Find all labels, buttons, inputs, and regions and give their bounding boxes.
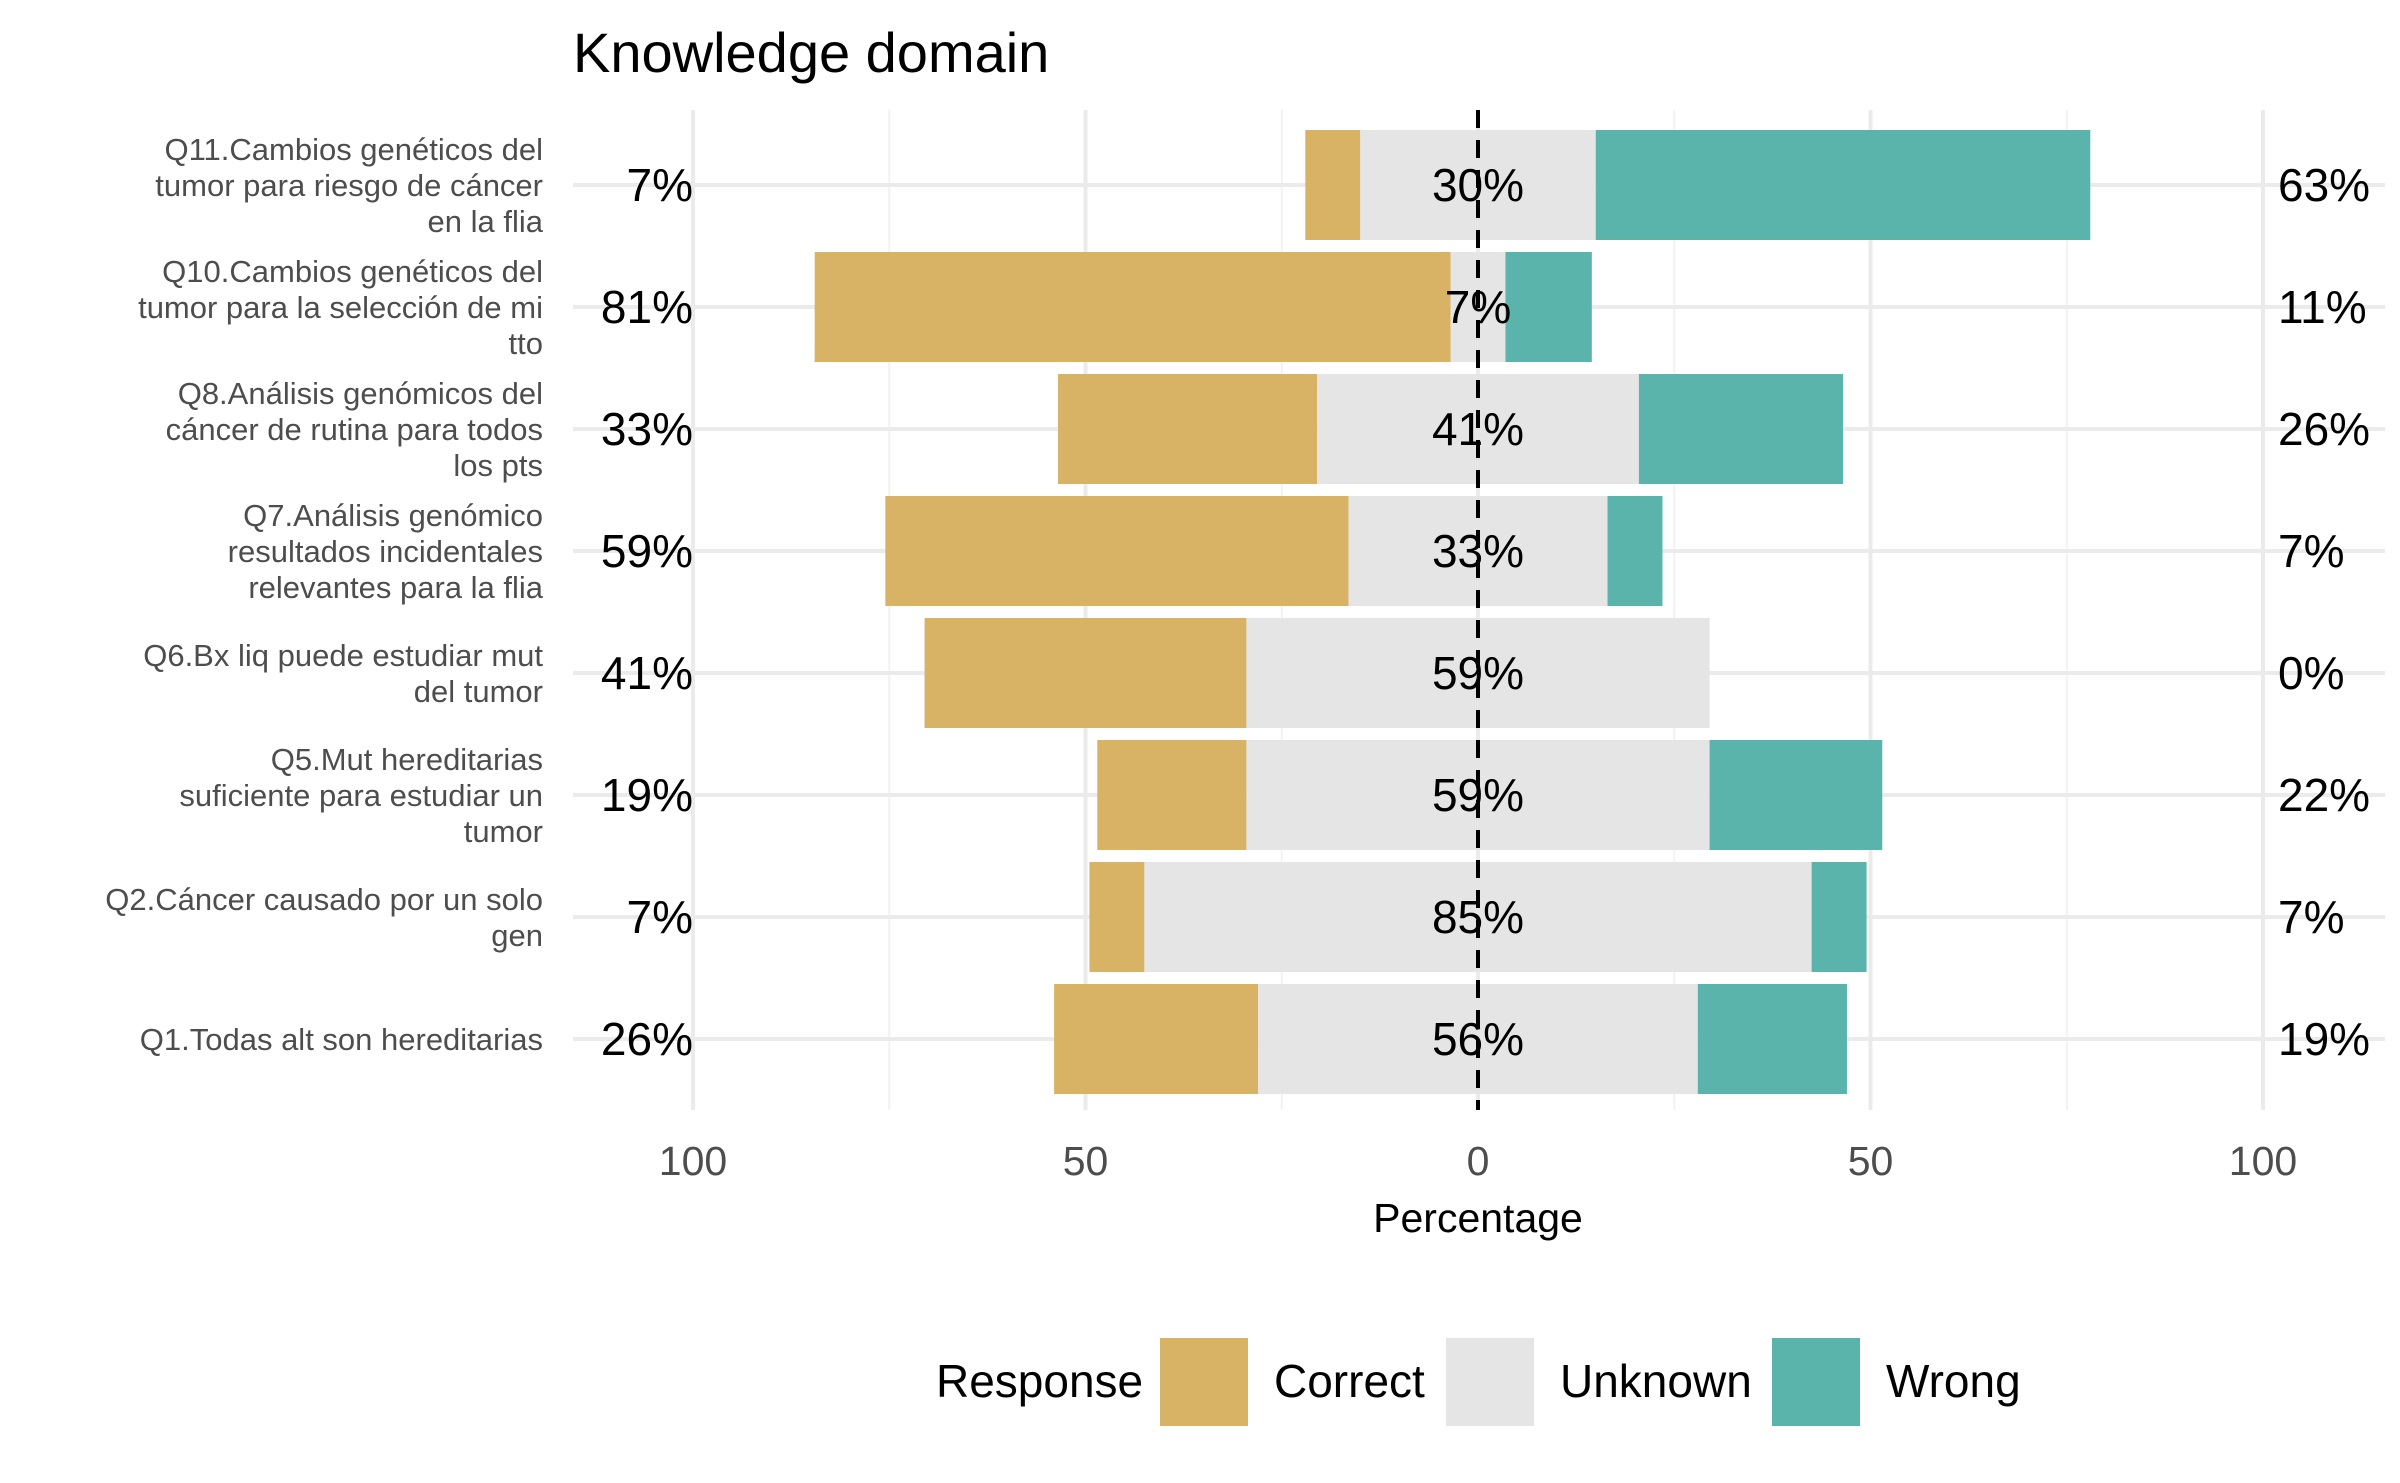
y-axis-label: Q7.Análisis genómico resultados incidenta… <box>228 498 544 605</box>
label-wrong-pct: 7% <box>2278 525 2344 577</box>
bar-correct <box>1058 374 1318 484</box>
y-axis-label: Q5.Mut hereditarias suficiente para estud… <box>179 742 543 849</box>
label-correct-pct: 19% <box>601 769 693 821</box>
bar-correct <box>814 252 1451 362</box>
bar-wrong <box>1697 984 1847 1094</box>
bar-wrong <box>1638 374 1844 484</box>
y-axis-label: Q11.Cambios genéticos del tumor para ries… <box>155 132 543 239</box>
y-axis-labels: Q11.Cambios genéticos del tumor para ries… <box>105 132 543 1057</box>
x-axis-title: Percentage <box>1373 1195 1583 1241</box>
y-axis-label: Q10.Cambios genéticos del tumor para la s… <box>138 254 543 361</box>
x-tick-label: 0 <box>1467 1138 1490 1184</box>
label-correct-pct: 81% <box>601 281 693 333</box>
x-tick-label: 50 <box>1063 1138 1109 1184</box>
legend: Response Correct Unknown Wrong <box>936 1338 2021 1426</box>
bar-correct <box>1305 130 1361 240</box>
label-correct-pct: 7% <box>627 159 693 211</box>
label-unknown-pct: 56% <box>1432 1013 1524 1065</box>
legend-key-unknown <box>1446 1338 1534 1426</box>
label-correct-pct: 33% <box>601 403 693 455</box>
chart-title: Knowledge domain <box>573 21 1049 84</box>
label-wrong-pct: 0% <box>2278 647 2344 699</box>
label-wrong-pct: 26% <box>2278 403 2370 455</box>
label-unknown-pct: 30% <box>1432 159 1524 211</box>
label-unknown-pct: 85% <box>1432 891 1524 943</box>
label-wrong-pct: 63% <box>2278 159 2370 211</box>
label-wrong-pct: 7% <box>2278 891 2344 943</box>
legend-key-correct <box>1160 1338 1248 1426</box>
bar-wrong <box>1505 252 1592 362</box>
label-correct-pct: 7% <box>627 891 693 943</box>
label-correct-pct: 41% <box>601 647 693 699</box>
label-unknown-pct: 7% <box>1445 281 1511 333</box>
bar-wrong <box>1595 130 2091 240</box>
legend-label-wrong: Wrong <box>1886 1355 2021 1407</box>
bars <box>814 130 2091 1094</box>
bar-wrong <box>1811 862 1867 972</box>
bar-labels: 7% 30% 63% 81% 7% 11% 33% 41% 26% 59% 33% 7% 41% 59% 0… <box>601 159 2370 1065</box>
label-unknown-pct: 59% <box>1432 769 1524 821</box>
label-wrong-pct: 22% <box>2278 769 2370 821</box>
label-correct-pct: 59% <box>601 525 693 577</box>
legend-title: Response <box>936 1355 1143 1407</box>
y-axis-label: Q6.Bx liq puede estudiar mut del tumor <box>143 638 543 709</box>
label-unknown-pct: 33% <box>1432 525 1524 577</box>
label-unknown-pct: 41% <box>1432 403 1524 455</box>
bar-correct <box>924 618 1247 728</box>
bar-wrong <box>1709 740 1883 850</box>
x-tick-label: 100 <box>659 1138 727 1184</box>
label-wrong-pct: 19% <box>2278 1013 2370 1065</box>
bar-correct <box>1097 740 1247 850</box>
bar-correct <box>885 496 1349 606</box>
x-axis-ticks: 100 50 0 50 100 <box>659 1138 2297 1184</box>
x-tick-label: 50 <box>1848 1138 1894 1184</box>
legend-key-wrong <box>1772 1338 1860 1426</box>
y-axis-label: Q2.Cáncer causado por un solo gen <box>105 882 543 953</box>
label-wrong-pct: 11% <box>2278 281 2367 333</box>
y-axis-label: Q1.Todas alt son hereditarias <box>140 1022 543 1057</box>
y-axis-label: Q8.Análisis genómicos del cáncer de rutin… <box>166 376 543 483</box>
bar-correct <box>1054 984 1259 1094</box>
bar-wrong <box>1607 496 1663 606</box>
bar-correct <box>1089 862 1145 972</box>
x-tick-label: 100 <box>2229 1138 2297 1184</box>
label-correct-pct: 26% <box>601 1013 693 1065</box>
label-unknown-pct: 59% <box>1432 647 1524 699</box>
legend-label-correct: Correct <box>1274 1355 1425 1407</box>
legend-label-unknown: Unknown <box>1560 1355 1752 1407</box>
